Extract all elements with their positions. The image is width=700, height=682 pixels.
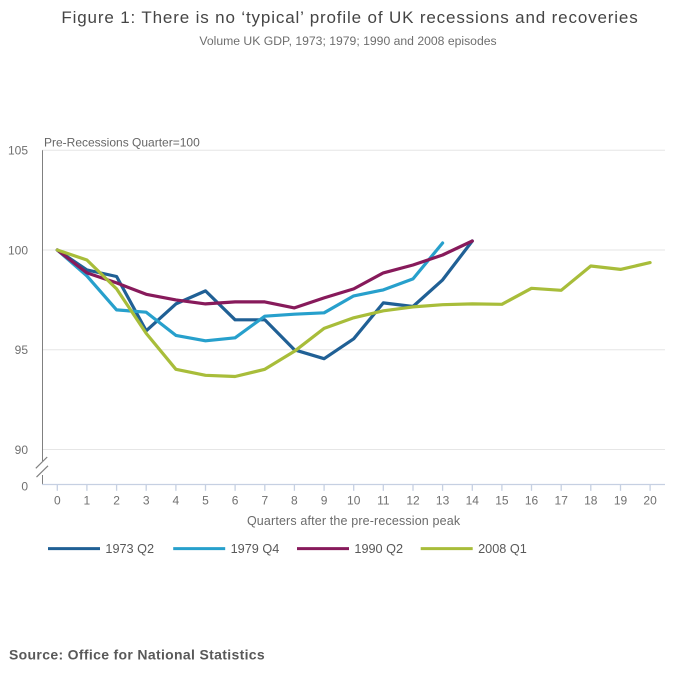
svg-text:1979 Q4: 1979 Q4 (231, 542, 280, 556)
svg-text:14: 14 (466, 494, 480, 508)
svg-text:9: 9 (321, 494, 328, 508)
svg-text:20: 20 (643, 494, 657, 508)
svg-text:2008 Q1: 2008 Q1 (478, 542, 527, 556)
svg-text:11: 11 (377, 494, 390, 508)
svg-text:105: 105 (8, 144, 28, 158)
svg-text:19: 19 (614, 494, 628, 508)
svg-text:Source: Office for National St: Source: Office for National Statistics (9, 647, 265, 663)
svg-text:10: 10 (347, 494, 361, 508)
svg-text:7: 7 (261, 494, 268, 508)
svg-text:0: 0 (54, 494, 61, 508)
svg-text:90: 90 (15, 443, 29, 457)
svg-text:13: 13 (436, 494, 450, 508)
svg-text:2: 2 (113, 494, 120, 508)
svg-text:1973 Q2: 1973 Q2 (105, 542, 154, 556)
svg-text:17: 17 (555, 494, 569, 508)
svg-text:12: 12 (406, 494, 420, 508)
svg-text:100: 100 (8, 243, 28, 257)
svg-text:Volume UK GDP, 1973; 1979; 199: Volume UK GDP, 1973; 1979; 1990 and 2008… (199, 34, 496, 48)
svg-text:1990 Q2: 1990 Q2 (354, 542, 403, 556)
svg-text:0: 0 (21, 480, 28, 494)
svg-text:Figure 1: There is no ‘typical: Figure 1: There is no ‘typical’ profile … (61, 8, 638, 27)
svg-text:5: 5 (202, 494, 209, 508)
svg-text:18: 18 (584, 494, 598, 508)
svg-text:3: 3 (143, 494, 150, 508)
svg-text:4: 4 (173, 494, 180, 508)
svg-text:Quarters after the pre-recessi: Quarters after the pre-recession peak (247, 514, 461, 528)
svg-text:15: 15 (495, 494, 509, 508)
svg-text:Pre-Recessions Quarter=100: Pre-Recessions Quarter=100 (44, 136, 200, 150)
svg-text:1: 1 (84, 494, 91, 508)
svg-text:8: 8 (291, 494, 298, 508)
svg-text:16: 16 (525, 494, 539, 508)
svg-text:95: 95 (15, 343, 29, 357)
svg-text:6: 6 (232, 494, 239, 508)
